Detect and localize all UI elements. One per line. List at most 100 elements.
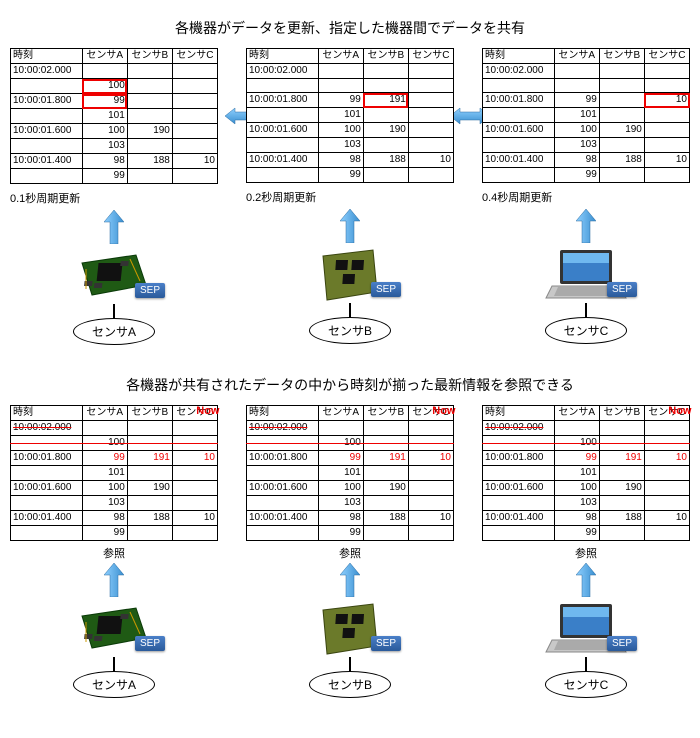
cell-c: [408, 93, 453, 108]
cell-c: Now: [644, 436, 689, 451]
cell-a: 100: [318, 123, 363, 138]
cell-time: 10:00:02.000: [483, 421, 555, 436]
device-unit: 時刻 センサA センサB センサC 10:00:02.000 100 Now 1…: [10, 405, 218, 698]
table-row: 103: [483, 496, 690, 511]
cell-a: 99: [554, 93, 599, 108]
table-row: 10:00:01.600 100 190: [11, 124, 218, 139]
table-row: 10:00:01.400 98 188 10: [247, 153, 454, 168]
table-row: 99: [483, 168, 690, 183]
device-panel: SEP: [305, 599, 395, 657]
connector-line: [349, 303, 351, 317]
cell-b: 190: [363, 481, 408, 496]
cell-c: [408, 481, 453, 496]
table-row: 101: [483, 108, 690, 123]
cell-c: Now: [408, 436, 453, 451]
update-caption: 0.2秒周期更新: [246, 189, 316, 205]
table-row: 99: [483, 526, 690, 541]
cell-c: [408, 421, 453, 436]
cell-c: [408, 168, 453, 183]
cell-b: 191: [127, 451, 172, 466]
cell-c: [172, 466, 217, 481]
update-caption: 0.1秒周期更新: [10, 190, 80, 206]
cell-a: 103: [554, 496, 599, 511]
cell-b: [599, 64, 644, 79]
cell-b: [363, 168, 408, 183]
cell-a: 99: [82, 94, 127, 109]
cell-c: 10: [408, 153, 453, 168]
cell-time: 10:00:02.000: [247, 421, 319, 436]
cell-time: 10:00:01.400: [247, 153, 319, 168]
table-row: 101: [483, 466, 690, 481]
cell-time: [11, 169, 83, 184]
data-table: 時刻 センサA センサB センサC 10:00:02.000 100 Now 1…: [246, 405, 454, 541]
cell-c: [172, 481, 217, 496]
cell-time: [247, 138, 319, 153]
cell-c: Now: [172, 436, 217, 451]
col-time: 時刻: [483, 406, 555, 421]
cell-b: [599, 526, 644, 541]
col-sensor-a: センサA: [554, 406, 599, 421]
cell-c: 10: [644, 93, 689, 108]
cell-b: [363, 421, 408, 436]
cell-a: 99: [82, 169, 127, 184]
cell-time: 10:00:01.600: [11, 481, 83, 496]
cell-b: [363, 526, 408, 541]
table-row: 103: [247, 138, 454, 153]
cell-time: 10:00:01.600: [11, 124, 83, 139]
cell-b: [127, 526, 172, 541]
cell-c: 10: [172, 154, 217, 169]
cell-time: [483, 526, 555, 541]
cell-c: [408, 123, 453, 138]
data-table: 時刻 センサA センサB センサC 10:00:02.000 100 10:00…: [10, 48, 218, 184]
cell-time: [483, 496, 555, 511]
cell-b: 190: [599, 123, 644, 138]
cell-a: 103: [82, 139, 127, 154]
cell-a: 99: [318, 168, 363, 183]
table-row: 10:00:01.800 99: [11, 94, 218, 109]
data-table-wrap: 時刻 センサA センサB センサC 10:00:02.000 100 Now 1…: [10, 405, 218, 541]
cell-b: [127, 64, 172, 79]
cell-time: 10:00:01.800: [247, 93, 319, 108]
table-row: 99: [11, 526, 218, 541]
cell-a: [554, 64, 599, 79]
cell-c: [644, 496, 689, 511]
cell-c: [644, 421, 689, 436]
cell-a: 98: [318, 153, 363, 168]
table-row: 99: [11, 169, 218, 184]
cell-time: 10:00:01.600: [247, 123, 319, 138]
table-row: 10:00:02.000: [247, 421, 454, 436]
cell-time: 10:00:01.400: [11, 154, 83, 169]
cell-a: 100: [554, 123, 599, 138]
cell-c: [644, 123, 689, 138]
cell-c: [644, 64, 689, 79]
col-time: 時刻: [247, 49, 319, 64]
cell-time: 10:00:01.600: [483, 123, 555, 138]
table-row: [483, 79, 690, 93]
data-table-wrap: 時刻 センサA センサB センサC 10:00:02.000 100 Now 1…: [246, 405, 454, 541]
table-row: 10:00:01.400 98 188 10: [483, 153, 690, 168]
table-row: 101: [11, 109, 218, 124]
cell-time: 10:00:02.000: [11, 64, 83, 79]
cell-b: [127, 421, 172, 436]
cell-c: [172, 124, 217, 139]
table-row: 10:00:01.600 100 190: [11, 481, 218, 496]
table-row: 10:00:01.800 99 191 10: [11, 451, 218, 466]
cell-c: [644, 466, 689, 481]
device-unit: 時刻 センサA センサB センサC 10:00:02.000 10:00:01.…: [246, 48, 454, 344]
sensor-label: センサB: [309, 317, 391, 344]
cell-c: 10: [644, 451, 689, 466]
cell-c: [644, 526, 689, 541]
cell-time: [483, 168, 555, 183]
cell-b: [363, 466, 408, 481]
cell-b: 188: [363, 511, 408, 526]
cell-b: [599, 138, 644, 153]
reference-caption: 参照: [575, 545, 597, 561]
table-row: 103: [11, 496, 218, 511]
connector-line: [349, 657, 351, 671]
cell-c: [644, 108, 689, 123]
cell-b: [599, 168, 644, 183]
cell-c: [172, 526, 217, 541]
table-row: 10:00:01.400 98 188 10: [11, 154, 218, 169]
up-arrow-icon: [576, 209, 596, 243]
col-time: 時刻: [483, 49, 555, 64]
